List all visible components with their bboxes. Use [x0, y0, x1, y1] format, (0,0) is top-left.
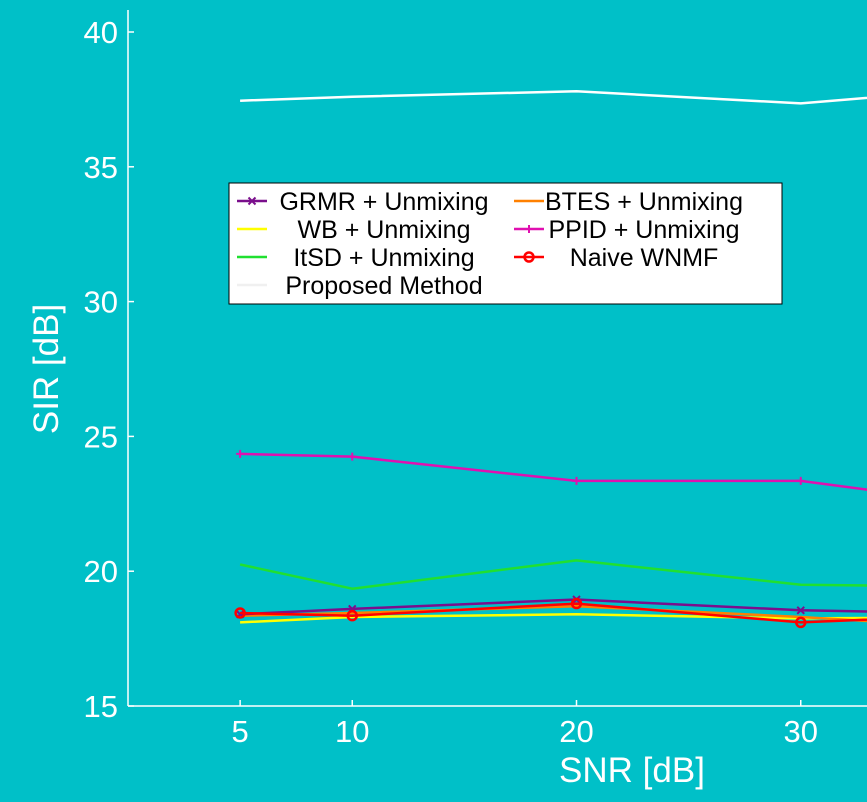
- point-ppid-unmixing-10: [348, 452, 357, 461]
- legend-box: [228, 182, 783, 305]
- point-naive-wnmf-5: [234, 607, 246, 619]
- series-naive-wnmf: [234, 597, 867, 629]
- series-layer: [234, 90, 867, 629]
- y-tick-label-20: 20: [84, 554, 118, 589]
- legend-entry-grmr-unmixing: GRMR + Unmixing: [237, 188, 489, 216]
- legend-marker-naive-wnmf: [523, 251, 535, 263]
- y-tick-label-15: 15: [84, 689, 118, 724]
- x-tick-label-10: 10: [335, 714, 369, 749]
- point-ppid-unmixing-5: [236, 449, 245, 458]
- legend-label-naive-wnmf: Naive WNMF: [570, 244, 719, 272]
- legend-label-wb-unmixing: WB + Unmixing: [298, 216, 471, 244]
- series-line-itsd-unmixing: [239, 559, 867, 590]
- series-wb-unmixing: [240, 613, 867, 624]
- y-tick-label-25: 25: [84, 419, 118, 454]
- legend-entry-naive-wnmf: Naive WNMF: [514, 244, 718, 272]
- legend-label-itsd-unmixing: ItSD + Unmixing: [293, 244, 474, 272]
- axes: [127, 10, 867, 707]
- point-ppid-unmixing-30: [796, 476, 805, 485]
- legend: GRMR + Unmixing BTES + Unmixing WB + Unmix…: [228, 182, 783, 305]
- y-tick-label-30: 30: [84, 285, 118, 320]
- x-tick-label-20: 20: [559, 714, 593, 749]
- legend-label-ppid-unmixing: PPID + Unmixing: [548, 216, 739, 244]
- point-ppid-unmixing-20: [572, 476, 581, 485]
- legend-marker-grmr-unmixing: [247, 196, 257, 206]
- legend-entry-wb-unmixing: WB + Unmixing: [237, 216, 470, 244]
- legend-entry-proposed-method: Proposed Method: [237, 272, 483, 300]
- series-line-ppid-unmixing: [240, 452, 867, 491]
- axis-ticks: 15 20 25 30 35 40 5 10 20 30: [84, 15, 818, 749]
- legend-entry-btes-unmixing: BTES + Unmixing: [514, 188, 743, 216]
- point-naive-wnmf-30: [795, 616, 807, 629]
- x-axis-title: SNR [dB]: [559, 751, 705, 790]
- series-line-wb-unmixing: [240, 613, 867, 624]
- y-axis-title: SIR [dB]: [27, 304, 66, 434]
- y-tick-label-40: 40: [84, 15, 118, 50]
- legend-label-btes-unmixing: BTES + Unmixing: [545, 188, 743, 216]
- point-naive-wnmf-10: [346, 609, 358, 622]
- x-tick-label-5: 5: [232, 714, 249, 749]
- series-line-naive-wnmf: [240, 602, 867, 624]
- y-tick-label-35: 35: [84, 150, 118, 185]
- series-ppid-unmixing: [236, 449, 867, 491]
- series-itsd-unmixing: [239, 559, 867, 590]
- legend-entry-itsd-unmixing: ItSD + Unmixing: [237, 244, 475, 272]
- x-tick-label-30: 30: [784, 714, 818, 749]
- legend-marker-ppid-unmixing: [525, 225, 533, 233]
- point-grmr-unmixing-30: [796, 606, 805, 615]
- legend-label-grmr-unmixing: GRMR + Unmixing: [279, 188, 488, 216]
- legend-entry-ppid-unmixing: PPID + Unmixing: [514, 216, 740, 244]
- legend-label-proposed-method: Proposed Method: [285, 272, 482, 300]
- point-naive-wnmf-20: [570, 597, 583, 610]
- series-proposed-method: [240, 90, 867, 105]
- series-line-proposed-method: [240, 90, 867, 105]
